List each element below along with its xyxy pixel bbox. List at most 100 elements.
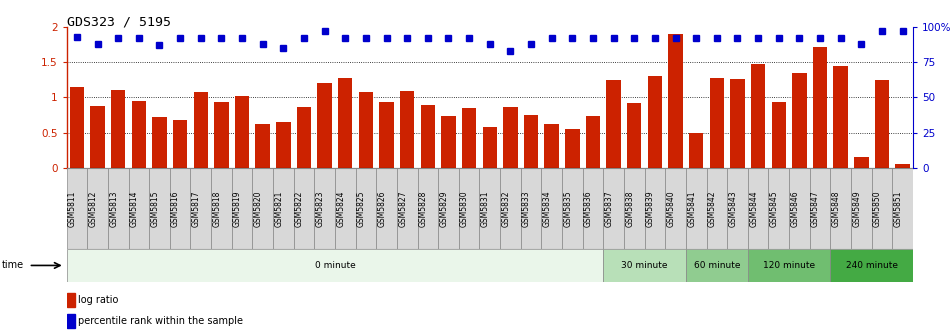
Bar bbox=[747, 249, 830, 282]
Text: GSM5846: GSM5846 bbox=[790, 190, 800, 227]
Bar bbox=[294, 168, 314, 249]
Text: GSM5842: GSM5842 bbox=[708, 190, 717, 226]
Text: GSM5829: GSM5829 bbox=[439, 190, 449, 226]
Bar bbox=[689, 133, 704, 168]
Bar bbox=[379, 102, 394, 168]
Bar bbox=[359, 92, 373, 168]
Text: GSM5835: GSM5835 bbox=[563, 190, 573, 227]
Bar bbox=[521, 168, 541, 249]
Text: GSM5823: GSM5823 bbox=[316, 190, 324, 226]
Bar bbox=[111, 90, 126, 168]
Bar bbox=[397, 168, 417, 249]
Bar bbox=[318, 83, 332, 168]
Text: GSM5813: GSM5813 bbox=[109, 190, 118, 226]
Text: GSM5816: GSM5816 bbox=[171, 190, 180, 226]
Bar bbox=[67, 314, 75, 328]
Bar bbox=[67, 293, 75, 307]
Bar bbox=[400, 91, 415, 168]
Text: GSM5851: GSM5851 bbox=[894, 190, 902, 226]
Text: GSM5849: GSM5849 bbox=[852, 190, 862, 227]
Bar bbox=[338, 78, 353, 168]
Text: 0 minute: 0 minute bbox=[315, 261, 356, 270]
Bar bbox=[562, 168, 583, 249]
Text: GSM5812: GSM5812 bbox=[88, 190, 98, 226]
Text: GSM5825: GSM5825 bbox=[357, 190, 366, 226]
Bar bbox=[875, 80, 889, 168]
Text: GSM5840: GSM5840 bbox=[667, 190, 675, 227]
Bar bbox=[170, 168, 190, 249]
Bar bbox=[709, 78, 724, 168]
Text: GSM5824: GSM5824 bbox=[337, 190, 345, 226]
Bar bbox=[565, 129, 579, 168]
Bar bbox=[482, 127, 497, 168]
Bar bbox=[193, 92, 208, 168]
Bar bbox=[669, 34, 683, 168]
Text: GSM5827: GSM5827 bbox=[398, 190, 407, 226]
Bar bbox=[87, 168, 107, 249]
Bar bbox=[462, 108, 476, 168]
Bar bbox=[131, 101, 146, 168]
Bar bbox=[107, 168, 128, 249]
Bar bbox=[872, 168, 892, 249]
Bar bbox=[751, 64, 766, 168]
Bar bbox=[896, 165, 910, 168]
Text: GSM5820: GSM5820 bbox=[254, 190, 262, 226]
Bar bbox=[541, 168, 562, 249]
Bar bbox=[851, 168, 872, 249]
Bar bbox=[441, 117, 456, 168]
Bar bbox=[314, 168, 335, 249]
Bar bbox=[152, 117, 166, 168]
Text: GSM5847: GSM5847 bbox=[811, 190, 820, 227]
Text: GSM5843: GSM5843 bbox=[728, 190, 737, 227]
Text: GSM5811: GSM5811 bbox=[68, 190, 77, 226]
Bar bbox=[297, 107, 311, 168]
Bar bbox=[211, 168, 232, 249]
Text: log ratio: log ratio bbox=[78, 295, 119, 305]
Text: 30 minute: 30 minute bbox=[621, 261, 668, 270]
Bar bbox=[830, 168, 851, 249]
Bar bbox=[603, 168, 624, 249]
Bar bbox=[458, 168, 479, 249]
Bar bbox=[789, 168, 809, 249]
Bar bbox=[583, 168, 603, 249]
Bar bbox=[335, 168, 356, 249]
Text: GSM5841: GSM5841 bbox=[688, 190, 696, 226]
Bar bbox=[232, 168, 252, 249]
Text: GSM5834: GSM5834 bbox=[543, 190, 552, 227]
Bar bbox=[648, 76, 662, 168]
Text: GSM5818: GSM5818 bbox=[212, 190, 222, 226]
Bar bbox=[67, 168, 87, 249]
Bar bbox=[190, 168, 211, 249]
Bar bbox=[252, 168, 273, 249]
Text: percentile rank within the sample: percentile rank within the sample bbox=[78, 316, 243, 326]
Text: GSM5839: GSM5839 bbox=[646, 190, 655, 227]
Bar bbox=[69, 87, 84, 168]
Text: GSM5819: GSM5819 bbox=[233, 190, 243, 226]
Bar bbox=[707, 168, 728, 249]
Text: GSM5828: GSM5828 bbox=[418, 190, 428, 226]
Bar bbox=[545, 124, 559, 168]
Bar bbox=[854, 157, 868, 168]
Text: 240 minute: 240 minute bbox=[845, 261, 898, 270]
Text: GSM5830: GSM5830 bbox=[460, 190, 469, 227]
Bar bbox=[833, 66, 848, 168]
Text: time: time bbox=[2, 260, 24, 270]
Bar bbox=[417, 168, 438, 249]
Text: GSM5822: GSM5822 bbox=[295, 190, 304, 226]
Bar bbox=[438, 168, 458, 249]
Text: GSM5833: GSM5833 bbox=[522, 190, 531, 227]
Bar bbox=[813, 47, 827, 168]
Text: GSM5831: GSM5831 bbox=[481, 190, 490, 226]
Bar bbox=[90, 106, 105, 168]
Text: GSM5832: GSM5832 bbox=[501, 190, 511, 226]
Bar bbox=[128, 168, 149, 249]
Bar bbox=[771, 102, 786, 168]
Bar bbox=[67, 249, 603, 282]
Text: GSM5850: GSM5850 bbox=[873, 190, 882, 227]
Bar bbox=[500, 168, 521, 249]
Bar bbox=[686, 249, 747, 282]
Bar bbox=[627, 103, 642, 168]
Bar bbox=[235, 96, 249, 168]
Bar bbox=[730, 79, 745, 168]
Bar bbox=[524, 115, 538, 168]
